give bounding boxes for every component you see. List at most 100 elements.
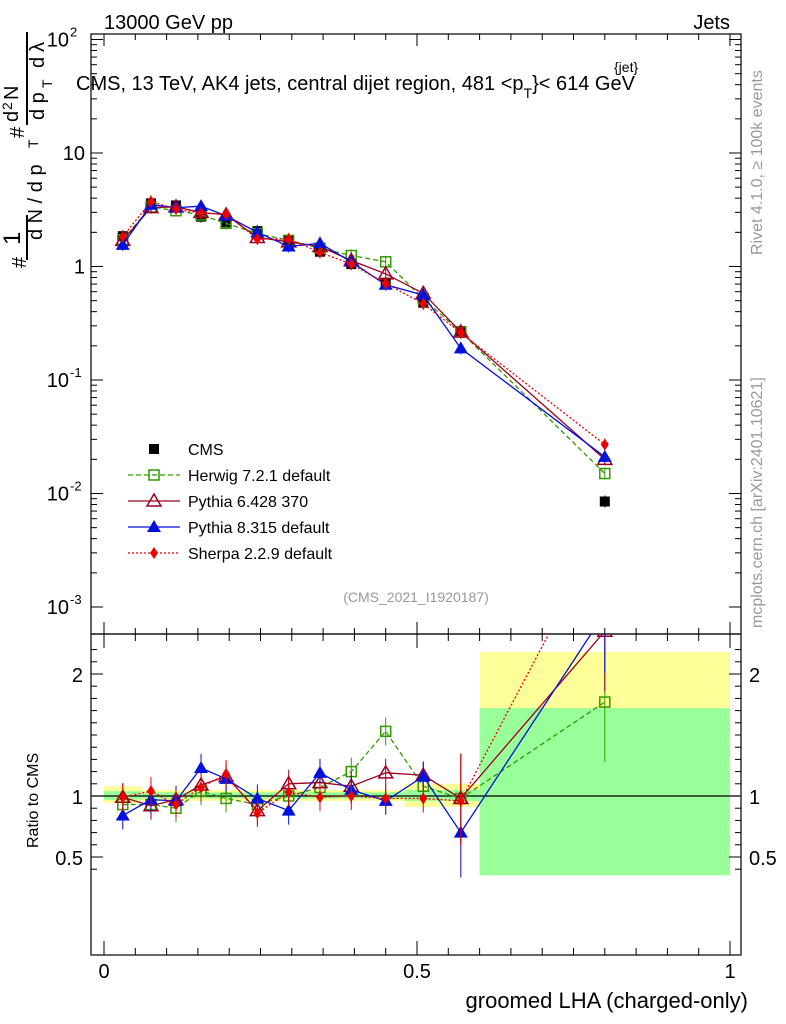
data-point xyxy=(146,195,155,208)
data-point xyxy=(312,236,327,249)
title-main: CMS, 13 TeV, AK4 jets, central dijet reg… xyxy=(76,73,524,95)
data-point xyxy=(281,239,296,252)
y-tick-exponent: -2 xyxy=(70,479,82,494)
ratio-point xyxy=(377,764,395,779)
watermark: (CMS_2021_I1920187) xyxy=(343,589,489,605)
ratio-y-tick-label-right: 0.5 xyxy=(749,848,777,870)
ratio-point xyxy=(456,794,465,807)
main-frame xyxy=(90,33,742,635)
ratio-point xyxy=(171,798,180,811)
svg-text:N: N xyxy=(1,86,23,100)
data-point xyxy=(599,496,610,507)
data-point xyxy=(171,203,180,216)
data-point xyxy=(222,208,231,221)
series-herwig-7-2-1-default xyxy=(117,200,611,480)
series-line xyxy=(122,206,606,460)
ratio-point xyxy=(146,785,155,798)
legend-marker xyxy=(149,444,159,454)
ratio-point xyxy=(281,803,296,816)
legend-marker xyxy=(147,520,161,532)
x-tick-label: 0.5 xyxy=(403,961,431,983)
ratio-point xyxy=(601,522,609,534)
data-point xyxy=(416,288,431,301)
data-point xyxy=(347,258,356,271)
svg-text:d N / d p: d N / d p xyxy=(25,164,47,240)
y-axis-label-top: # 1 d N / d p T # d 2 N d p T d λ xyxy=(0,32,55,268)
ratio-band-green xyxy=(141,792,405,799)
legend-label: Sherpa 2.2.9 default xyxy=(188,546,333,563)
rivet-label: Rivet 4.1.0, ≥ 100k events xyxy=(749,70,766,255)
y-tick-label: 10 xyxy=(47,370,69,392)
ratio-point xyxy=(222,768,231,781)
ratio-point xyxy=(118,791,127,804)
ratio-band-green xyxy=(404,789,480,801)
legend-marker xyxy=(145,492,163,507)
series-cms xyxy=(117,197,610,508)
data-point xyxy=(315,246,324,259)
ratio-panel: 0.5 0.5 1 1 2 2 0 0.5 1 xyxy=(55,522,777,983)
data-point xyxy=(419,297,428,310)
ratio-point xyxy=(284,786,293,799)
data-point xyxy=(381,277,390,290)
svg-text:#: # xyxy=(9,256,31,268)
ratio-point xyxy=(253,807,262,820)
header-right: Jets xyxy=(693,12,730,34)
legend-marker xyxy=(148,469,160,481)
ratio-point xyxy=(194,760,209,773)
ratio-point xyxy=(381,792,390,805)
ratio-point xyxy=(416,769,431,782)
plot-title: CMS, 13 TeV, AK4 jets, central dijet reg… xyxy=(76,73,636,101)
y-tick-label: 10 xyxy=(47,597,69,619)
ratio-point xyxy=(419,792,428,805)
ratio-point xyxy=(250,791,265,804)
legend-label: Pythia 8.315 default xyxy=(188,520,330,537)
ratio-point xyxy=(598,606,612,618)
svg-text:2: 2 xyxy=(0,102,15,110)
series-line xyxy=(122,200,606,446)
y-tick-label: 10 xyxy=(47,30,69,52)
series-sherpa-2-2-9-default xyxy=(118,195,609,451)
y-tick-exponent: -3 xyxy=(70,592,82,607)
data-point xyxy=(600,438,609,451)
svg-text:#: # xyxy=(7,126,29,138)
ratio-frame xyxy=(90,633,742,956)
data-point xyxy=(597,449,612,462)
data-point xyxy=(599,467,611,480)
title-end: }< 614 GeV xyxy=(532,73,636,95)
y-tick-label: 1 xyxy=(74,257,85,279)
y-tick-exponent: -1 xyxy=(70,365,82,380)
data-point xyxy=(253,232,262,245)
series-line xyxy=(122,204,606,458)
data-point xyxy=(115,237,130,250)
title-sub: T xyxy=(524,85,533,101)
ratio-y-tick-label-right: 2 xyxy=(749,665,760,687)
ratio-point xyxy=(315,791,324,804)
legend-label: Herwig 7.2.1 default xyxy=(188,468,331,485)
ratio-point xyxy=(347,790,356,802)
series-pythia-6-428-370 xyxy=(114,198,614,466)
header-left: 13000 GeV pp xyxy=(104,12,233,34)
y-tick-label: 10 xyxy=(63,143,85,165)
y-tick-label: 10 xyxy=(47,484,69,506)
mcplots-label: mcplots.cern.ch [arXiv:2401.10621] xyxy=(749,377,766,628)
ratio-point xyxy=(115,808,130,821)
y-tick-exponent: 2 xyxy=(70,25,77,40)
svg-text:d: d xyxy=(1,111,23,122)
ratio-y-tick-label: 2 xyxy=(72,665,83,687)
x-axis-label: groomed LHA (charged-only) xyxy=(466,988,748,1013)
title-sup: {jet} xyxy=(614,59,638,75)
data-point xyxy=(453,341,468,354)
legend-marker xyxy=(150,547,158,559)
ratio-y-tick-label: 0.5 xyxy=(55,848,83,870)
legend-label: Pythia 6.428 370 xyxy=(188,494,308,511)
svg-text:d: d xyxy=(27,57,49,68)
data-point xyxy=(118,230,127,243)
ratio-point xyxy=(312,765,327,778)
data-point xyxy=(194,199,209,212)
data-point xyxy=(250,225,265,238)
ratio-y-tick-label-right: 1 xyxy=(749,787,760,809)
ratio-y-tick-label: 1 xyxy=(72,787,83,809)
ratio-point xyxy=(599,696,611,708)
svg-text:λ: λ xyxy=(27,42,49,52)
